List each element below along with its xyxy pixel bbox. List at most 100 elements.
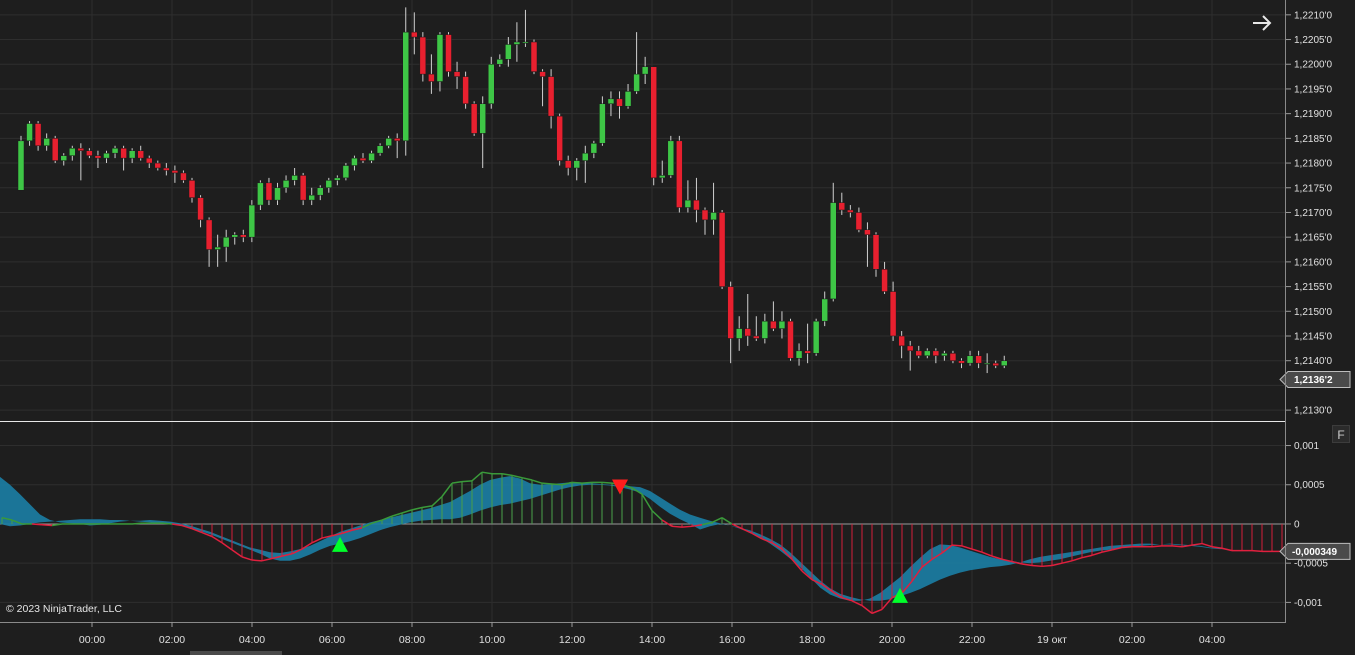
- candle-down[interactable]: [240, 234, 247, 238]
- candle-up[interactable]: [111, 147, 119, 154]
- candle-down[interactable]: [693, 199, 700, 211]
- candle-up[interactable]: [582, 152, 589, 161]
- candle-down[interactable]: [428, 73, 435, 82]
- candle-down[interactable]: [77, 147, 85, 151]
- candle-down[interactable]: [718, 212, 726, 287]
- candle-up[interactable]: [941, 353, 948, 357]
- candle-up[interactable]: [103, 152, 110, 159]
- candle-down[interactable]: [299, 175, 307, 201]
- candle-down[interactable]: [34, 123, 42, 147]
- candle-down[interactable]: [205, 219, 213, 250]
- candle-down[interactable]: [146, 157, 153, 164]
- candle-up[interactable]: [966, 355, 974, 364]
- candle-down[interactable]: [180, 172, 187, 181]
- candle-down[interactable]: [197, 197, 204, 221]
- candle-up[interactable]: [710, 212, 717, 221]
- candle-down[interactable]: [650, 66, 657, 179]
- candle-up[interactable]: [17, 140, 25, 191]
- last-value-tag[interactable]: [1279, 542, 1351, 560]
- candle-up[interactable]: [342, 165, 350, 179]
- candle-down[interactable]: [154, 162, 162, 169]
- candle-down[interactable]: [86, 150, 93, 156]
- candle-up[interactable]: [385, 138, 392, 147]
- candle-down[interactable]: [975, 355, 982, 364]
- candle-up[interactable]: [402, 31, 409, 142]
- candlestick-series[interactable]: [17, 7, 1008, 374]
- candle-up[interactable]: [607, 98, 615, 105]
- candle-up[interactable]: [513, 41, 521, 45]
- candle-up[interactable]: [222, 236, 230, 248]
- candle-down[interactable]: [94, 155, 102, 159]
- candle-down[interactable]: [411, 31, 418, 38]
- candle-down[interactable]: [564, 160, 572, 169]
- last-price-tag[interactable]: [1279, 370, 1351, 388]
- candle-up[interactable]: [496, 59, 504, 65]
- candle-up[interactable]: [308, 194, 315, 201]
- candle-down[interactable]: [804, 350, 811, 354]
- candle-down[interactable]: [753, 335, 760, 339]
- candle-up[interactable]: [43, 138, 50, 147]
- candle-down[interactable]: [556, 115, 563, 161]
- candle-up[interactable]: [633, 73, 640, 92]
- candle-down[interactable]: [616, 98, 623, 107]
- candle-up[interactable]: [522, 41, 529, 44]
- candle-up[interactable]: [214, 246, 221, 250]
- candle-up[interactable]: [761, 320, 769, 339]
- candle-up[interactable]: [488, 63, 495, 105]
- candle-up[interactable]: [128, 150, 136, 159]
- candle-up[interactable]: [231, 234, 238, 238]
- candle-up[interactable]: [26, 123, 33, 142]
- candle-up[interactable]: [69, 147, 76, 156]
- candle-up[interactable]: [641, 66, 649, 75]
- candle-down[interactable]: [898, 335, 905, 347]
- candle-down[interactable]: [470, 103, 478, 134]
- sell-signal-arrow[interactable]: [612, 479, 628, 495]
- candle-down[interactable]: [915, 350, 922, 357]
- candle-down[interactable]: [547, 76, 555, 117]
- horizontal-scrollbar[interactable]: [190, 651, 282, 655]
- candle-down[interactable]: [51, 138, 59, 161]
- candle-down[interactable]: [906, 345, 914, 352]
- time-axis[interactable]: 00:00 02:00 04:00 06:00 08:00 10:00 12:00 14:00…: [79, 622, 1225, 646]
- candle-down[interactable]: [889, 291, 897, 337]
- candle-up[interactable]: [1001, 360, 1008, 366]
- candle-up[interactable]: [505, 44, 512, 60]
- candle-up[interactable]: [573, 160, 580, 169]
- candle-up[interactable]: [778, 320, 786, 329]
- candle-up[interactable]: [334, 177, 341, 181]
- candle-up[interactable]: [376, 145, 384, 154]
- candle-up[interactable]: [479, 103, 486, 134]
- candle-up[interactable]: [60, 155, 67, 161]
- candle-down[interactable]: [701, 209, 709, 221]
- candle-up[interactable]: [599, 103, 606, 144]
- candle-up[interactable]: [812, 320, 820, 354]
- candle-down[interactable]: [676, 140, 683, 208]
- candle-down[interactable]: [445, 34, 452, 72]
- candle-up[interactable]: [830, 202, 837, 300]
- candle-down[interactable]: [872, 234, 880, 270]
- candle-down[interactable]: [992, 362, 999, 366]
- candle-down[interactable]: [855, 212, 863, 231]
- candle-up[interactable]: [325, 180, 333, 189]
- candle-up[interactable]: [667, 140, 675, 176]
- candle-up[interactable]: [317, 187, 324, 196]
- candle-down[interactable]: [539, 71, 546, 77]
- candle-up[interactable]: [735, 328, 743, 339]
- candle-up[interactable]: [624, 91, 632, 107]
- candle-down[interactable]: [137, 150, 144, 159]
- price-axis[interactable]: 1,2130'0 1,2140'0 1,2145'0 1,2150'0 1,2155'0…: [1279, 10, 1351, 417]
- buy-signal-arrow[interactable]: [892, 587, 908, 603]
- candle-up[interactable]: [257, 182, 264, 206]
- buy-signal-arrow[interactable]: [332, 536, 348, 552]
- candle-down[interactable]: [958, 360, 965, 364]
- candle-up[interactable]: [590, 143, 598, 154]
- candle-down[interactable]: [727, 286, 734, 339]
- panel-toggle-button[interactable]: F: [1332, 425, 1350, 443]
- candle-down[interactable]: [462, 76, 469, 105]
- candle-down[interactable]: [838, 202, 846, 211]
- candle-up[interactable]: [436, 34, 444, 82]
- candle-up[interactable]: [795, 350, 803, 359]
- candle-down[interactable]: [120, 147, 127, 159]
- candle-up[interactable]: [291, 175, 298, 181]
